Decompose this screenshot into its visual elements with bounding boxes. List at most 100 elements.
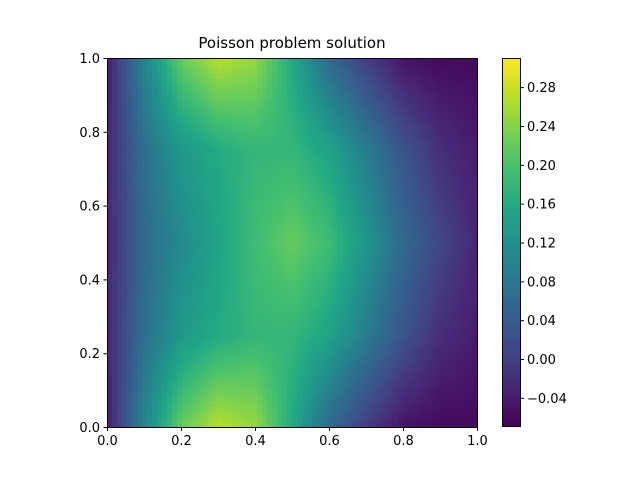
- heatmap-cell: [232, 63, 238, 69]
- heatmap-cell: [422, 380, 428, 387]
- heatmap-cell: [352, 93, 358, 100]
- heatmap-cell: [387, 350, 393, 356]
- heatmap-cell: [357, 288, 363, 295]
- heatmap-cell: [312, 252, 318, 259]
- heatmap-cell: [157, 345, 163, 351]
- heatmap-cell: [262, 211, 268, 218]
- heatmap-cell: [397, 222, 403, 228]
- heatmap-cell: [282, 134, 288, 141]
- heatmap-cell: [447, 201, 453, 208]
- heatmap-cell: [292, 150, 298, 156]
- heatmap-cell: [177, 78, 183, 85]
- heatmap-cell: [172, 227, 178, 233]
- heatmap-cell: [252, 237, 258, 244]
- heatmap-cell: [267, 293, 273, 300]
- heatmap-cell: [457, 232, 463, 238]
- heatmap-cell: [357, 68, 363, 74]
- heatmap-cell: [132, 155, 138, 162]
- heatmap-cell: [262, 232, 268, 238]
- heatmap-cell: [262, 396, 268, 402]
- heatmap-cell: [242, 124, 248, 131]
- heatmap-cell: [187, 391, 193, 397]
- heatmap-cell: [172, 350, 178, 356]
- heatmap-cell: [337, 196, 343, 203]
- heatmap-cell: [452, 268, 458, 274]
- heatmap-cell: [367, 380, 373, 387]
- heatmap-cell: [257, 140, 263, 146]
- heatmap-cell: [182, 58, 188, 64]
- heatmap-cell: [372, 211, 378, 218]
- heatmap-cell: [267, 222, 273, 228]
- heatmap-cell: [202, 391, 208, 397]
- heatmap-cell: [412, 304, 418, 310]
- heatmap-cell: [147, 304, 153, 310]
- heatmap-cell: [382, 140, 388, 146]
- heatmap-cell: [172, 134, 178, 141]
- heatmap-cell: [152, 401, 158, 408]
- heatmap-cell: [297, 191, 303, 197]
- heatmap-cell: [152, 99, 158, 105]
- heatmap-cell: [432, 68, 438, 74]
- heatmap-cell: [242, 73, 248, 80]
- heatmap-cell: [162, 78, 168, 85]
- heatmap-cell: [107, 232, 113, 238]
- heatmap-cell: [182, 304, 188, 310]
- heatmap-cell: [127, 175, 133, 182]
- heatmap-cell: [107, 155, 113, 162]
- heatmap-cell: [402, 365, 408, 372]
- heatmap-cell: [322, 247, 328, 254]
- heatmap-cell: [257, 104, 263, 110]
- heatmap-cell: [307, 109, 313, 115]
- heatmap-cell: [297, 206, 303, 213]
- heatmap-cell: [167, 160, 173, 167]
- heatmap-cell: [357, 345, 363, 351]
- heatmap-cell: [272, 329, 278, 336]
- heatmap-cell: [157, 370, 163, 377]
- heatmap-cell: [287, 73, 293, 80]
- heatmap-cell: [392, 319, 398, 326]
- heatmap-cell: [177, 165, 183, 172]
- heatmap-cell: [172, 401, 178, 408]
- heatmap-cell: [127, 237, 133, 244]
- heatmap-cell: [162, 196, 168, 203]
- heatmap-cell: [327, 345, 333, 351]
- heatmap-cell: [302, 391, 308, 397]
- heatmap-cell: [372, 375, 378, 382]
- heatmap-cell: [342, 334, 348, 341]
- heatmap-cell: [237, 309, 243, 315]
- heatmap-cell: [297, 211, 303, 218]
- heatmap-cell: [272, 222, 278, 228]
- heatmap-cell: [397, 150, 403, 156]
- heatmap-cell: [412, 339, 418, 346]
- heatmap-cell: [242, 360, 248, 367]
- heatmap-cell: [277, 380, 283, 387]
- heatmap-cell: [117, 201, 123, 208]
- heatmap-cell: [112, 232, 118, 238]
- heatmap-cell: [187, 58, 193, 64]
- heatmap-cell: [212, 380, 218, 387]
- heatmap-cell: [292, 222, 298, 228]
- heatmap-cell: [152, 232, 158, 238]
- heatmap-cell: [302, 83, 308, 90]
- heatmap-cell: [327, 386, 333, 392]
- heatmap-cell: [137, 155, 143, 162]
- heatmap-cell: [147, 350, 153, 356]
- heatmap-cell: [307, 119, 313, 126]
- heatmap-cell: [432, 370, 438, 377]
- heatmap-cell: [212, 355, 218, 361]
- heatmap-cell: [237, 165, 243, 172]
- heatmap-cell: [202, 380, 208, 387]
- heatmap-cell: [217, 227, 223, 233]
- heatmap-cell: [107, 211, 113, 218]
- heatmap-cell: [322, 232, 328, 238]
- heatmap-cell: [192, 298, 198, 305]
- heatmap-cell: [192, 278, 198, 285]
- heatmap-cell: [252, 227, 258, 233]
- heatmap-cell: [312, 134, 318, 141]
- heatmap-cell: [192, 345, 198, 351]
- heatmap-cell: [332, 283, 338, 290]
- heatmap-cell: [147, 155, 153, 162]
- heatmap-cell: [422, 181, 428, 187]
- heatmap-cell: [442, 247, 448, 254]
- heatmap-cell: [467, 134, 473, 141]
